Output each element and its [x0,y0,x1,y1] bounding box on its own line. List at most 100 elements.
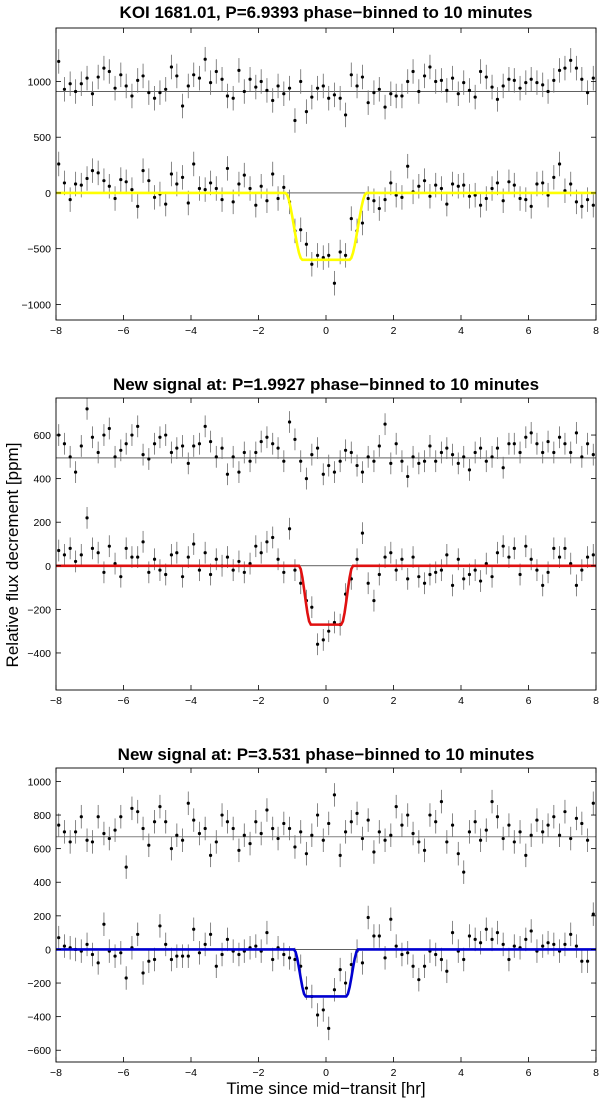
y-tick-label: −400 [27,648,51,660]
data-point [310,95,314,99]
data-point [445,969,449,973]
data-point [186,461,190,465]
data-point [434,820,438,824]
data-point [372,934,376,938]
data-point [394,944,398,948]
data-point [203,551,207,555]
data-point [535,818,539,822]
data-point [585,838,590,842]
data-point [524,435,528,439]
data-point [383,422,387,426]
data-point [175,954,179,958]
data-point [557,435,562,439]
data-point [512,944,516,948]
data-point [580,959,584,963]
data-point [259,184,263,188]
data-point [389,833,393,837]
data-point [282,459,286,463]
data-point [400,823,404,827]
data-point [439,568,444,572]
data-point [591,203,595,207]
data-point [57,162,61,166]
data-point [68,840,72,844]
data-point [248,562,252,566]
data-point [73,182,78,186]
data-point [343,448,348,452]
data-point [208,439,213,444]
data-point [225,94,230,98]
data-point [242,570,246,574]
x-tick-label: 0 [323,695,329,707]
data-point [478,941,483,945]
data-point [214,69,218,74]
data-point [456,92,460,96]
data-point [428,572,432,577]
data-point [512,442,516,446]
data-point [495,931,500,935]
data-point [214,964,218,968]
data-point [90,92,95,96]
data-point [484,828,488,832]
data-point [372,91,376,95]
data-point [282,570,286,574]
data-point [332,93,337,97]
data-point [484,196,488,201]
data-point [254,944,258,948]
data-point [90,840,95,844]
plot-frame [55,27,597,321]
y-tick-label: 0 [45,944,51,956]
data-point [495,551,500,555]
data-point [57,936,61,940]
data-point [478,838,483,842]
data-point [338,459,342,463]
series-offset [57,783,595,884]
data-point [130,806,134,810]
data-point [175,833,179,837]
data-point [271,957,275,962]
y-tick-label: 600 [33,430,51,442]
data-point [271,535,275,540]
data-point [456,461,460,465]
data-point [563,546,567,550]
x-tick-label: 6 [526,1067,532,1079]
plot-frame [55,397,597,691]
data-point [107,426,111,431]
data-point [321,84,325,88]
data-point [557,68,562,72]
transit-model-curve [56,564,596,626]
data-point [265,931,269,935]
data-point [428,813,432,817]
data-point [529,77,533,81]
data-point [394,442,398,446]
data-point [478,579,483,583]
data-point [119,177,123,182]
x-tick-label: 0 [323,1067,329,1079]
data-point [569,450,573,455]
data-point [445,202,449,206]
data-point [265,808,269,812]
data-point [383,105,387,109]
data-point [225,555,230,559]
data-point [450,583,455,588]
data-point [79,183,83,187]
data-point [343,830,348,834]
data-point [574,66,579,70]
data-point [529,204,533,208]
series-baseline [57,902,595,1041]
data-point [535,442,539,446]
data-point [478,69,483,74]
data-point [377,87,381,91]
y-tick-label: 600 [33,844,51,856]
data-point [271,442,275,446]
data-point [90,435,95,439]
data-point [338,250,342,254]
y-tick-label: 0 [45,561,51,573]
data-point [186,84,190,88]
data-point [406,164,410,168]
data-point [73,89,78,94]
data-point [383,555,387,559]
data-point [175,551,179,555]
data-point [299,79,303,84]
data-point [158,924,162,928]
data-point [462,870,466,874]
